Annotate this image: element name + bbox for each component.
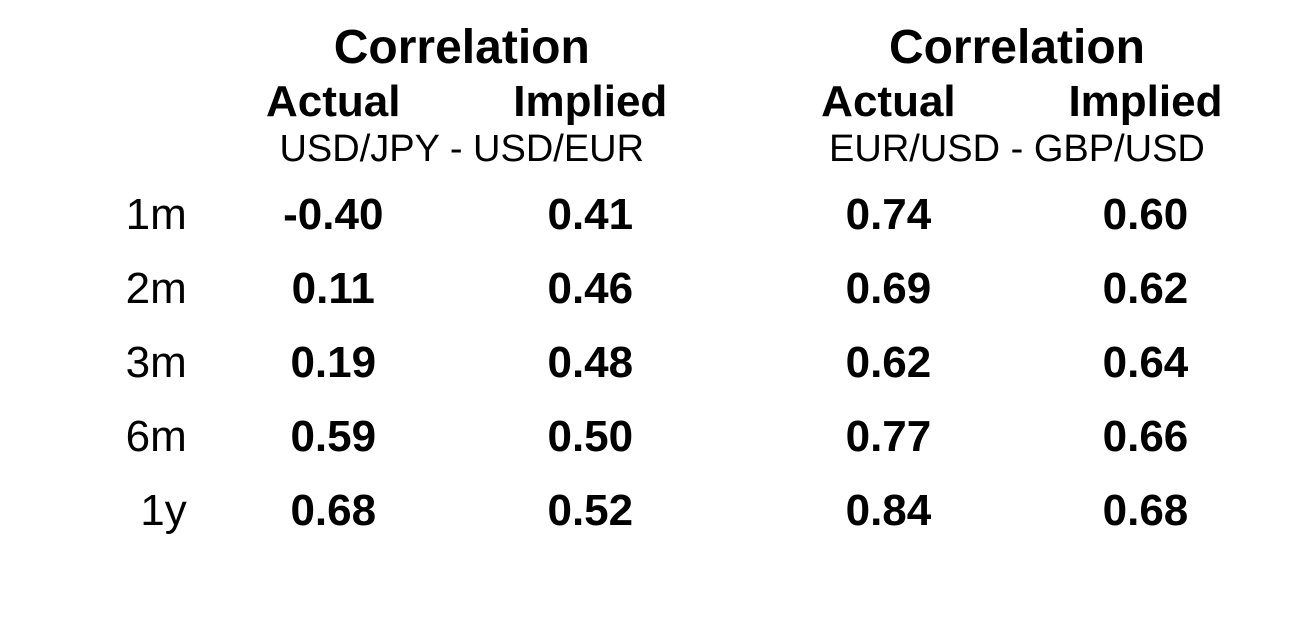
cell-value: 0.52 — [462, 474, 719, 548]
group1-implied-header: Implied — [462, 80, 719, 130]
row-label: 3m — [30, 326, 205, 400]
table-row: 6m 0.59 0.50 0.77 0.66 — [30, 400, 1274, 474]
cell-value: 0.84 — [760, 474, 1017, 548]
table-row: 1y 0.68 0.52 0.84 0.68 — [30, 474, 1274, 548]
cell-value: 0.68 — [1017, 474, 1274, 548]
row-label: 6m — [30, 400, 205, 474]
table-row: 2m 0.11 0.46 0.69 0.62 — [30, 252, 1274, 326]
row-label: 1y — [30, 474, 205, 548]
cell-value: 0.69 — [760, 252, 1017, 326]
group1-title: Correlation — [205, 20, 719, 80]
cell-value: 0.62 — [1017, 252, 1274, 326]
group1-pair-label: USD/JPY - USD/EUR — [205, 130, 719, 178]
table-row: 3m 0.19 0.48 0.62 0.64 — [30, 326, 1274, 400]
cell-value: 0.46 — [462, 252, 719, 326]
group2-pair-label: EUR/USD - GBP/USD — [760, 130, 1274, 178]
cell-value: 0.62 — [760, 326, 1017, 400]
row-label: 2m — [30, 252, 205, 326]
table-row: 1m -0.40 0.41 0.74 0.60 — [30, 178, 1274, 252]
group2-actual-header: Actual — [760, 80, 1017, 130]
group2-title: Correlation — [760, 20, 1274, 80]
group2-implied-header: Implied — [1017, 80, 1274, 130]
correlation-table: Correlation Correlation Actual Implied A… — [30, 20, 1274, 548]
cell-value: 0.66 — [1017, 400, 1274, 474]
cell-value: 0.64 — [1017, 326, 1274, 400]
cell-value: 0.68 — [205, 474, 462, 548]
cell-value: -0.40 — [205, 178, 462, 252]
cell-value: 0.11 — [205, 252, 462, 326]
cell-value: 0.19 — [205, 326, 462, 400]
cell-value: 0.50 — [462, 400, 719, 474]
row-label: 1m — [30, 178, 205, 252]
cell-value: 0.48 — [462, 326, 719, 400]
cell-value: 0.41 — [462, 178, 719, 252]
cell-value: 0.74 — [760, 178, 1017, 252]
group1-actual-header: Actual — [205, 80, 462, 130]
cell-value: 0.77 — [760, 400, 1017, 474]
cell-value: 0.59 — [205, 400, 462, 474]
cell-value: 0.60 — [1017, 178, 1274, 252]
